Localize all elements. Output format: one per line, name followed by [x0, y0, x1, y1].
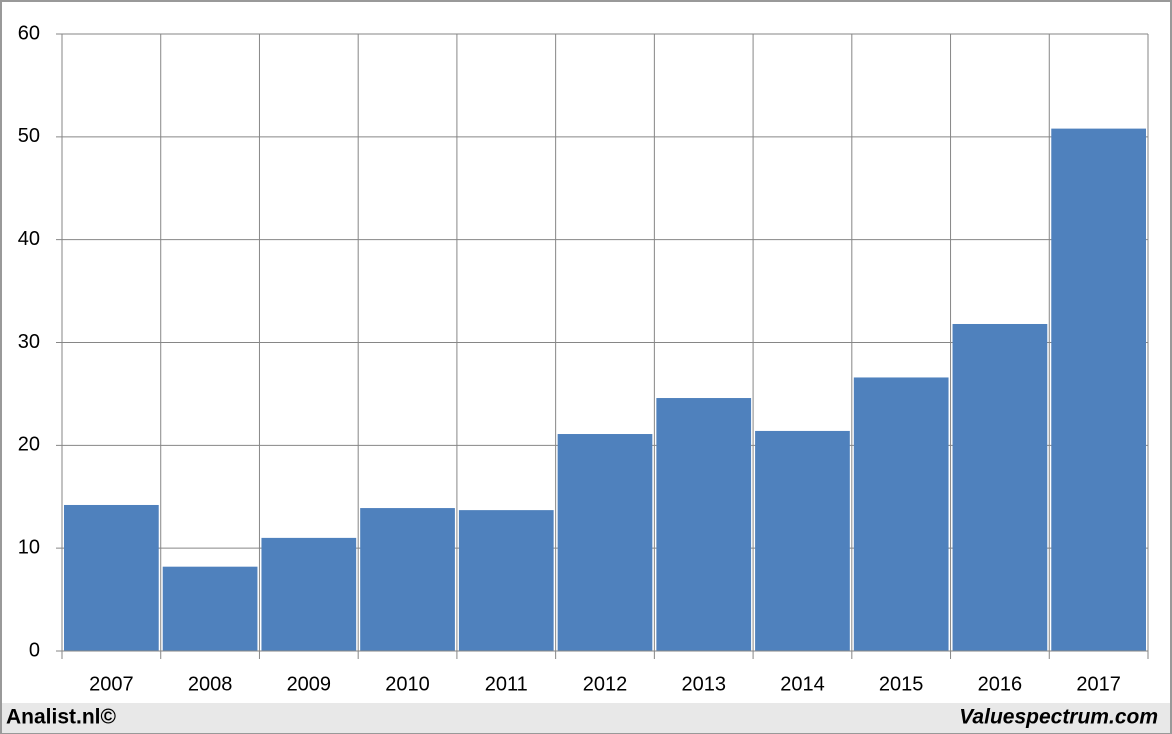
footer-left: Analist.nl©	[6, 706, 117, 729]
x-tick-label: 2016	[978, 673, 1023, 695]
bar	[162, 566, 258, 651]
y-tick-label: 30	[18, 331, 40, 353]
y-tick-label: 0	[29, 639, 40, 661]
x-tick-label: 2017	[1076, 673, 1121, 695]
bar	[755, 430, 850, 651]
x-tick-label: 2014	[780, 673, 825, 695]
x-tick-label: 2009	[287, 673, 332, 695]
footer-band	[2, 703, 1170, 733]
x-tick-label: 2011	[485, 673, 528, 695]
bar	[64, 504, 159, 651]
bar	[1051, 128, 1146, 651]
x-tick-label: 2015	[879, 673, 924, 695]
x-tick-label: 2012	[583, 673, 628, 695]
bar	[557, 434, 653, 651]
y-tick-label: 60	[18, 22, 40, 44]
footer-right: Valuespectrum.com	[959, 706, 1158, 729]
bar	[952, 323, 1048, 651]
bar	[853, 377, 949, 651]
y-tick-label: 10	[18, 536, 40, 558]
bar	[656, 398, 752, 651]
bar	[261, 537, 357, 651]
x-tick-label: 2013	[681, 673, 726, 695]
y-tick-label: 40	[18, 228, 40, 250]
x-tick-label: 2008	[188, 673, 233, 695]
y-tick-label: 20	[18, 434, 40, 456]
x-tick-label: 2007	[89, 673, 134, 695]
bar	[360, 508, 455, 651]
y-tick-label: 50	[18, 125, 40, 147]
bar	[458, 510, 554, 651]
x-tick-label: 2010	[385, 673, 430, 695]
